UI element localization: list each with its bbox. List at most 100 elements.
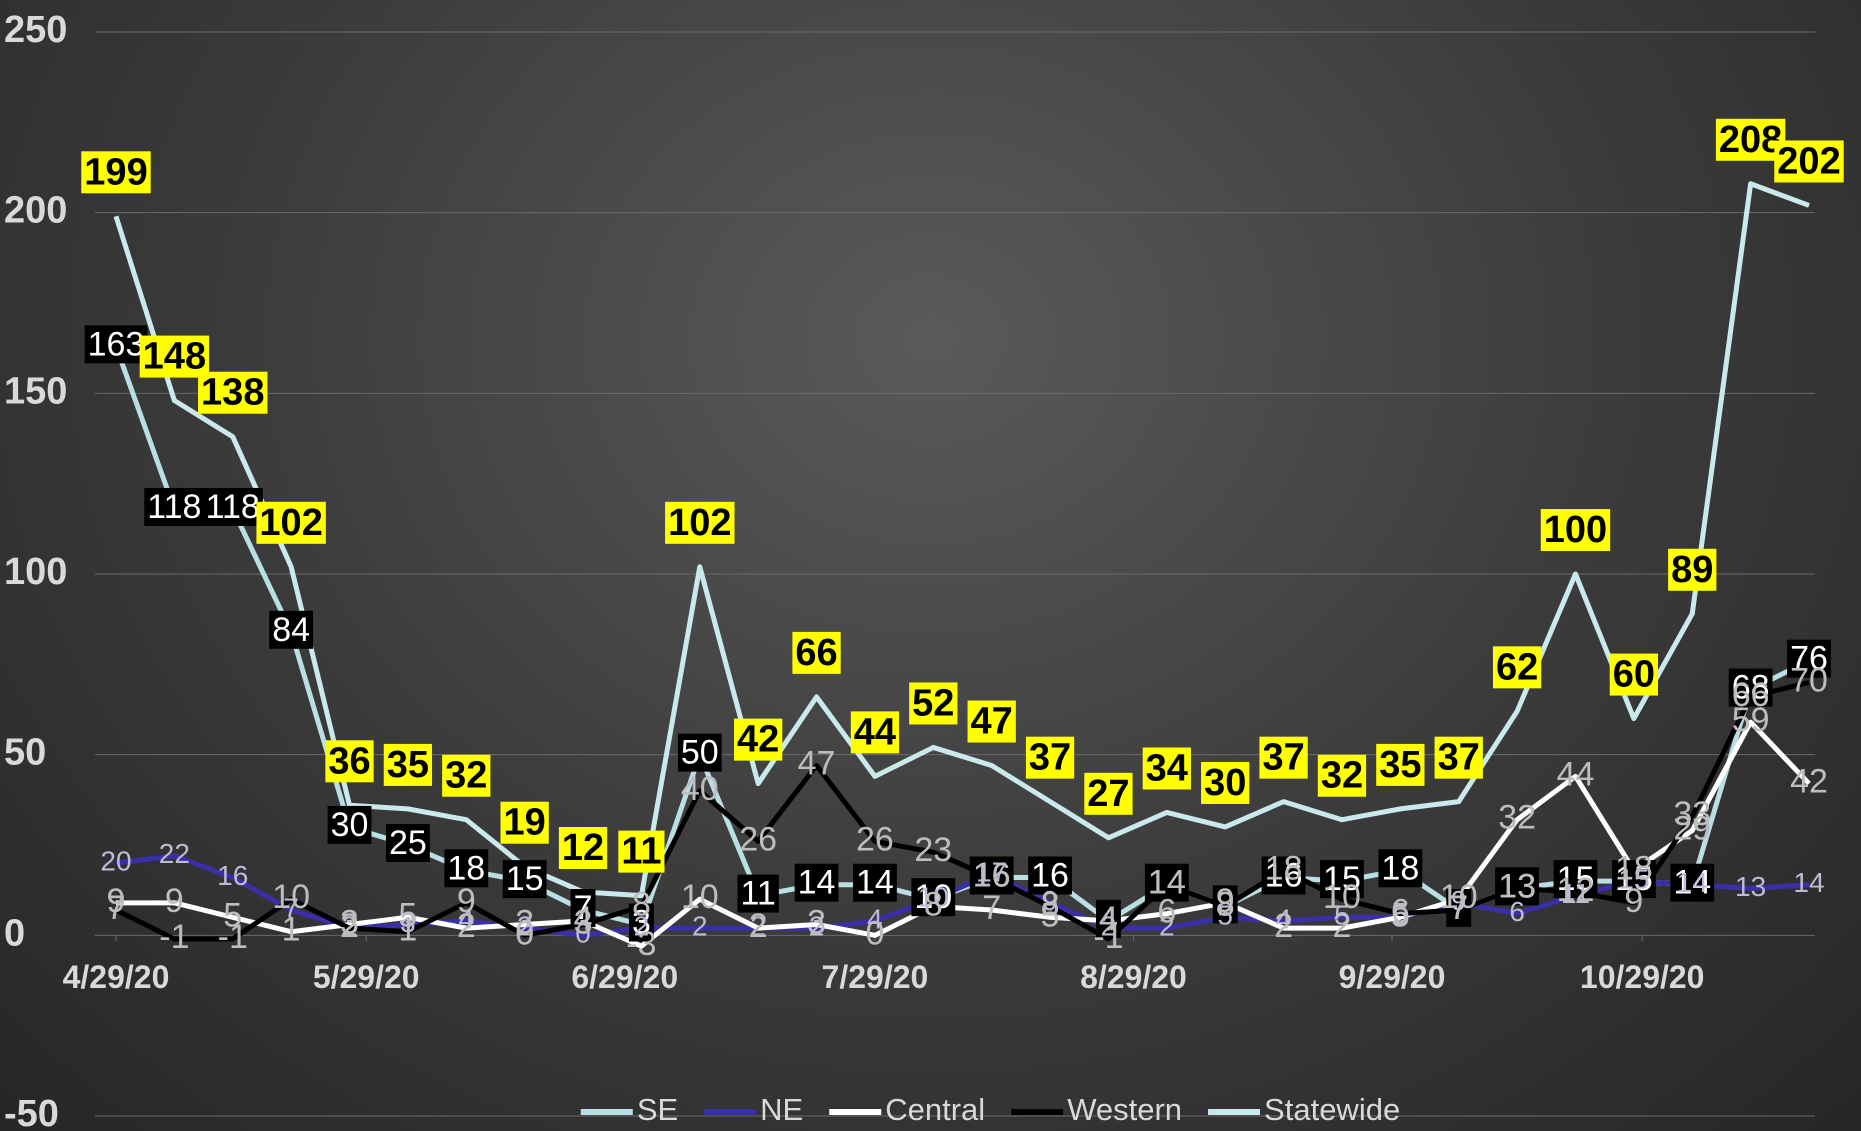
data-label-box (1553, 860, 1598, 899)
data-label: 163 (88, 325, 145, 363)
data-label-box (1084, 772, 1133, 815)
data-label: 2 (1159, 910, 1175, 941)
data-label: 34 (1146, 748, 1188, 790)
data-label: 4 (574, 900, 593, 938)
data-label: 25 (389, 824, 427, 862)
data-label: 60 (1613, 654, 1655, 696)
data-label: 14 (856, 864, 894, 902)
data-label-group: 7 (570, 889, 596, 928)
x-tick-label: 4/29/20 (63, 959, 170, 995)
data-label-box (794, 863, 839, 902)
data-label: 12 (562, 827, 604, 869)
data-label: 9 (457, 882, 476, 920)
data-label-box (853, 863, 897, 902)
data-label: 36 (328, 740, 370, 782)
data-label: 3 (632, 903, 651, 941)
data-label-box (500, 801, 549, 844)
data-label-group: 118 (144, 487, 205, 526)
data-label-group: 44 (850, 711, 900, 754)
data-label: 62 (1496, 646, 1538, 688)
data-label: 5 (1041, 896, 1060, 934)
y-tick-label: 100 (4, 551, 67, 593)
data-label: 29 (1673, 810, 1711, 848)
data-label-group: 16 (1261, 856, 1306, 895)
data-label-box (1787, 639, 1831, 678)
data-label: 5 (1393, 900, 1409, 931)
legend-label: NE (760, 1092, 803, 1127)
data-label: 66 (795, 632, 837, 674)
data-label-box (325, 740, 374, 783)
data-label: 15 (1618, 864, 1649, 895)
y-tick-label: 250 (4, 9, 67, 51)
data-label: 11 (621, 831, 661, 873)
data-label: 8 (1041, 885, 1060, 923)
data-label: 18 (1265, 849, 1303, 887)
data-label: 14 (1148, 864, 1186, 902)
data-label-group: 18 (444, 849, 489, 888)
data-label: 4 (1099, 900, 1118, 938)
data-label: 15 (506, 860, 544, 898)
data-label: 2 (750, 910, 766, 941)
data-label: 5 (1334, 900, 1350, 931)
data-label-box (269, 610, 314, 649)
data-label: 2 (809, 910, 825, 941)
data-label: 33 (1673, 795, 1711, 833)
data-label-group: 163 (84, 325, 148, 364)
data-label: 8 (924, 885, 943, 923)
data-label: 1 (398, 911, 417, 949)
series-line (116, 719, 1811, 949)
data-label-box (1715, 118, 1786, 161)
data-label: 14 (1148, 864, 1186, 902)
data-label: 15 (1557, 860, 1595, 898)
x-tick-label: 5/29/20 (313, 959, 420, 995)
data-label: 118 (206, 488, 260, 526)
data-label-box (1142, 747, 1191, 790)
data-label-group: 18 (1378, 849, 1423, 888)
data-label-group: 15 (1320, 860, 1364, 899)
data-label-group: 15 (502, 860, 547, 899)
data-label: 76 (1790, 640, 1828, 678)
data-label: 16 (217, 860, 248, 891)
data-label: 9 (1624, 882, 1643, 920)
data-label-box (139, 335, 210, 378)
data-label: 5 (1391, 896, 1410, 934)
data-label: 15 (1615, 860, 1653, 898)
data-label-box (84, 325, 148, 364)
data-label-box (1728, 668, 1773, 707)
data-label: 4 (1276, 903, 1292, 934)
data-label: 5 (398, 896, 417, 934)
data-label: 20 (100, 845, 131, 876)
data-label: 32 (1498, 799, 1536, 837)
data-label-group: 19 (500, 801, 549, 844)
data-label: 7 (574, 889, 593, 927)
data-label: 2 (517, 910, 533, 941)
data-label-group: 202 (1774, 140, 1844, 183)
data-label: 66 (1732, 676, 1770, 714)
data-label-box (1774, 140, 1844, 183)
data-label: 16 (1265, 857, 1303, 895)
data-label-box (1495, 867, 1540, 906)
data-label: 18 (1615, 849, 1653, 887)
data-label: 9 (107, 882, 126, 920)
series-line (113, 181, 1810, 899)
data-label: 11 (1561, 878, 1590, 909)
y-tick-label: 50 (4, 732, 46, 774)
data-label-group: 84 (269, 610, 314, 649)
data-label: 2 (342, 910, 358, 941)
data-label: 0 (575, 918, 591, 949)
data-label: 10 (272, 878, 310, 916)
series-line (115, 853, 1810, 938)
data-label: 2 (634, 910, 650, 941)
data-label: 8 (1216, 885, 1235, 923)
data-label: 9 (1216, 882, 1235, 920)
data-label: 0 (515, 914, 534, 952)
data-label: 7 (1449, 889, 1468, 927)
data-label: 37 (1262, 737, 1304, 779)
data-label-group: 50 (677, 733, 722, 772)
data-label: -3 (626, 925, 656, 963)
data-label: 22 (159, 838, 190, 869)
data-label: 2 (749, 907, 768, 945)
data-label-box (256, 501, 326, 544)
data-label-group: 13 (1495, 867, 1540, 906)
data-label: 199 (84, 151, 147, 193)
